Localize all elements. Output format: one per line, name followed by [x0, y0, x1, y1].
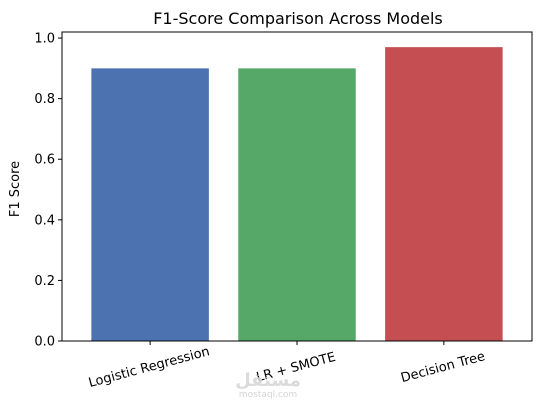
watermark: مستقل mostaql.com [235, 370, 301, 400]
y-tick-label: 0.6 [34, 153, 55, 168]
y-tick-label: 1.0 [34, 32, 55, 47]
bar-decision-tree [385, 47, 503, 341]
chart-title: F1-Score Comparison Across Models [153, 9, 443, 28]
bar-lr-smote [238, 68, 356, 342]
y-tick-label: 0.0 [34, 335, 55, 350]
y-tick-label: 0.8 [34, 92, 55, 107]
y-tick-label: 0.2 [34, 274, 55, 289]
y-ticks-group: 0.0 0.2 0.4 0.6 0.8 1.0 [34, 32, 62, 350]
watermark-logo: مستقل [235, 370, 301, 391]
bars-group [91, 47, 503, 342]
bar-logistic-regression [91, 68, 209, 342]
x-tick-label: Decision Tree [399, 349, 487, 386]
y-axis-label: F1 Score [8, 161, 23, 217]
plot-frame [61, 31, 533, 342]
watermark-url: mostaql.com [239, 390, 297, 400]
x-tick-label: Logistic Regression [87, 344, 211, 391]
y-tick-label: 0.4 [34, 213, 55, 228]
